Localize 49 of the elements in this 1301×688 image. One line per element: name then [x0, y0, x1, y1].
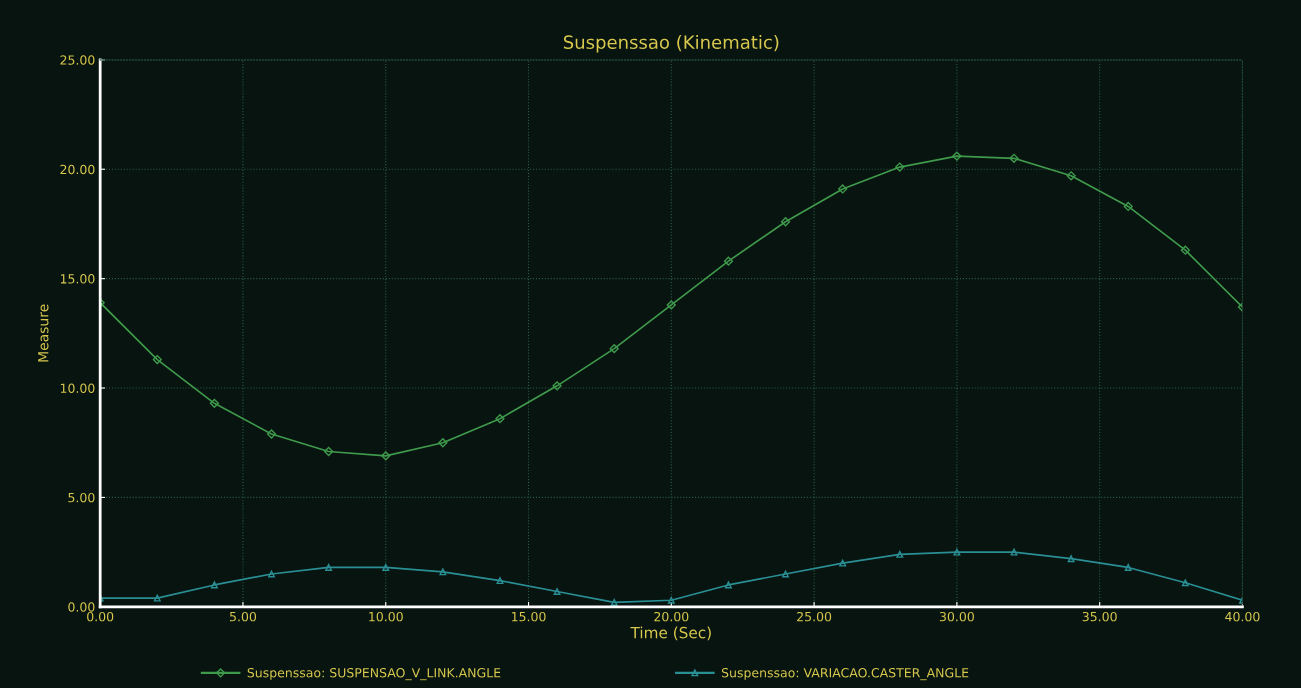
x-tick-label: 15.00	[512, 611, 546, 622]
point	[496, 577, 504, 585]
point	[266, 429, 277, 439]
point	[153, 594, 161, 602]
point	[152, 354, 162, 365]
point	[723, 256, 734, 266]
point	[838, 184, 848, 194]
chart-title: Suspenssao (Kinematic)	[563, 35, 779, 53]
point	[953, 548, 961, 556]
point	[1010, 548, 1018, 556]
point	[1123, 201, 1133, 212]
point	[325, 563, 333, 571]
point	[1066, 171, 1076, 181]
point	[667, 596, 675, 604]
point	[381, 451, 391, 461]
x-tick-label: 35.00	[1082, 611, 1117, 622]
y-tick-label: 15.00	[60, 274, 95, 284]
x-tick-label: 10.00	[369, 611, 403, 622]
x-tick-label: 5.00	[230, 611, 257, 622]
point	[839, 559, 847, 567]
legend-label: Suspenssao: SUSPENSAO_V_LINK.ANGLE	[247, 667, 501, 681]
point	[1180, 245, 1190, 255]
y-axis-title: Measure	[38, 304, 49, 362]
point	[780, 217, 791, 227]
point	[324, 446, 334, 457]
x-tick-label: 0.00	[87, 611, 114, 622]
point	[495, 414, 505, 424]
y-tick-label: 20.00	[60, 164, 95, 175]
y-tick-label: 25.00	[60, 55, 95, 65]
point	[896, 550, 904, 558]
point	[1009, 153, 1019, 163]
y-tick-label: 10.00	[60, 383, 95, 393]
point	[553, 588, 561, 595]
x-tick-label: 40.00	[1225, 611, 1260, 622]
y-tick-label: 0.00	[68, 602, 95, 612]
point	[609, 344, 619, 354]
point	[952, 151, 962, 161]
point	[209, 398, 220, 408]
x-tick-label: 30.00	[939, 611, 974, 622]
point	[438, 438, 448, 448]
point	[552, 381, 562, 391]
y-tick-label: 5.00	[68, 492, 95, 503]
point	[724, 581, 732, 589]
x-tick-label: 25.00	[797, 611, 832, 622]
x-axis-title: Time (Sec)	[630, 626, 711, 641]
point	[666, 300, 676, 310]
point	[895, 162, 905, 172]
x-tick-label: 20.00	[654, 611, 689, 622]
legend-label: Suspenssao: VARIACAO.CASTER_ANGLE	[721, 667, 969, 681]
